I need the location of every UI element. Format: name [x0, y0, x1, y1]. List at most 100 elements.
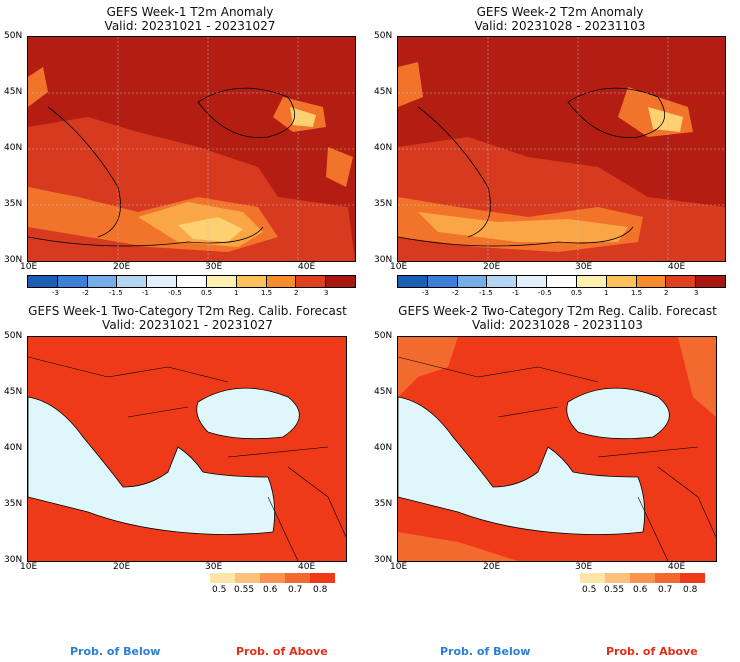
lon-label: 10E: [20, 562, 38, 572]
colorbar-swatch: [236, 276, 267, 287]
colorbar-swatch: [398, 276, 428, 287]
colorbar-label: 1: [604, 289, 609, 297]
footer-prob-above-1: Prob. of Above: [236, 645, 328, 658]
colorbar-label: 1.5: [261, 289, 273, 297]
colorbar-swatch: [457, 276, 488, 287]
colorbar-swatch: [547, 276, 577, 287]
colorbar-label: 0.7: [658, 585, 673, 595]
colorbar-swatch: [117, 276, 148, 287]
probability-field-week1: [28, 337, 346, 561]
colorbar-swatch: [285, 573, 310, 583]
colorbar-swatch: [235, 573, 260, 583]
colorbar-label: -0.5: [168, 289, 182, 297]
colorbar-swatch: [177, 276, 207, 287]
colorbar-swatch: [57, 276, 88, 287]
anomaly-colorbar-1: [27, 275, 356, 288]
lon-label: 40E: [668, 562, 686, 572]
panel-1-title: GEFS Week-1 T2m Anomaly: [106, 5, 274, 19]
colorbar-swatch: [206, 276, 237, 287]
colorbar-label: 0.5: [582, 585, 597, 595]
colorbar-swatch: [696, 276, 725, 287]
colorbar-label: 1: [234, 289, 239, 297]
lat-label: 45N: [374, 87, 393, 97]
colorbar-swatch: [210, 573, 235, 583]
panel-4-title-block: GEFS Week-2 Two-Category T2m Reg. Calib.…: [380, 304, 735, 332]
lon-label: 10E: [390, 262, 408, 272]
lat-label: 45N: [374, 387, 393, 397]
colorbar-swatch: [487, 276, 518, 287]
colorbar-swatch: [326, 276, 355, 287]
lat-label: 40N: [4, 143, 23, 153]
panel-2-title: GEFS Week-2 T2m Anomaly: [476, 5, 644, 19]
lat-label: 30N: [374, 555, 393, 565]
colorbar-label: 0.6: [263, 585, 278, 595]
lon-label: 30E: [205, 262, 223, 272]
colorbar-swatch: [580, 573, 605, 583]
colorbar-label: 0.5: [571, 289, 583, 297]
probability-colorbar-1: [210, 573, 335, 583]
colorbar-swatch: [147, 276, 178, 287]
anomaly-field-week2: [398, 37, 725, 261]
colorbar-swatch: [636, 276, 667, 287]
colorbar-swatch: [427, 276, 458, 287]
lat-label: 30N: [4, 255, 23, 265]
colorbar-label: 1.5: [631, 289, 643, 297]
colorbar-swatch: [87, 276, 118, 287]
lon-label: 10E: [20, 262, 38, 272]
anomaly-field-week1: [28, 37, 355, 261]
colorbar-swatch: [266, 276, 297, 287]
colorbar-label: -1: [142, 289, 149, 297]
map-week1-anomaly[interactable]: [27, 36, 356, 262]
lat-label: 50N: [374, 31, 393, 41]
lat-label: 50N: [4, 31, 23, 41]
panel-3-valid: Valid: 20231021 - 20231027: [102, 318, 273, 332]
lon-label: 30E: [575, 562, 593, 572]
lat-label: 30N: [374, 255, 393, 265]
colorbar-swatch: [666, 276, 697, 287]
colorbar-swatch: [28, 276, 58, 287]
lat-label: 50N: [374, 331, 393, 341]
map-week2-anomaly[interactable]: [397, 36, 726, 262]
lon-label: 30E: [205, 562, 223, 572]
lon-label: 30E: [575, 262, 593, 272]
lat-label: 35N: [4, 499, 23, 509]
panel-3-title: GEFS Week-1 Two-Category T2m Reg. Calib.…: [28, 304, 347, 318]
colorbar-swatch: [606, 276, 637, 287]
colorbar-label: 3: [324, 289, 329, 297]
colorbar-swatch: [680, 573, 705, 583]
lon-label: 40E: [668, 262, 686, 272]
colorbar-label: 0.55: [604, 585, 625, 595]
anomaly-colorbar-2: [397, 275, 726, 288]
colorbar-swatch: [630, 573, 655, 583]
colorbar-swatch: [517, 276, 548, 287]
panel-4-title: GEFS Week-2 Two-Category T2m Reg. Calib.…: [398, 304, 717, 318]
colorbar-label: -1: [512, 289, 519, 297]
lon-label: 40E: [298, 562, 316, 572]
colorbar-label: 2: [664, 289, 669, 297]
colorbar-label: 0.55: [234, 585, 255, 595]
colorbar-swatch: [310, 573, 335, 583]
lon-label: 40E: [298, 262, 316, 272]
colorbar-swatch: [260, 573, 285, 583]
lat-label: 40N: [374, 443, 393, 453]
colorbar-label: 2: [294, 289, 299, 297]
colorbar-swatch: [605, 573, 630, 583]
lon-label: 20E: [483, 262, 501, 272]
panel-2-title-block: GEFS Week-2 T2m Anomaly Valid: 20231028 …: [390, 5, 730, 33]
colorbar-label: -1.5: [109, 289, 123, 297]
colorbar-label: 0.8: [313, 585, 328, 595]
footer-prob-below-1: Prob. of Below: [70, 645, 161, 658]
colorbar-label: -0.5: [538, 289, 552, 297]
map-week2-probability[interactable]: [397, 336, 717, 562]
lat-label: 40N: [4, 443, 23, 453]
panel-1-title-block: GEFS Week-1 T2m Anomaly Valid: 20231021 …: [20, 5, 360, 33]
panel-4-valid: Valid: 20231028 - 20231103: [472, 318, 643, 332]
map-week1-probability[interactable]: [27, 336, 347, 562]
lon-label: 20E: [113, 262, 131, 272]
colorbar-label: -2: [82, 289, 89, 297]
lat-label: 45N: [4, 87, 23, 97]
lon-label: 20E: [113, 562, 131, 572]
colorbar-label: 0.6: [633, 585, 648, 595]
colorbar-label: -2: [452, 289, 459, 297]
colorbar-label: 0.8: [683, 585, 698, 595]
